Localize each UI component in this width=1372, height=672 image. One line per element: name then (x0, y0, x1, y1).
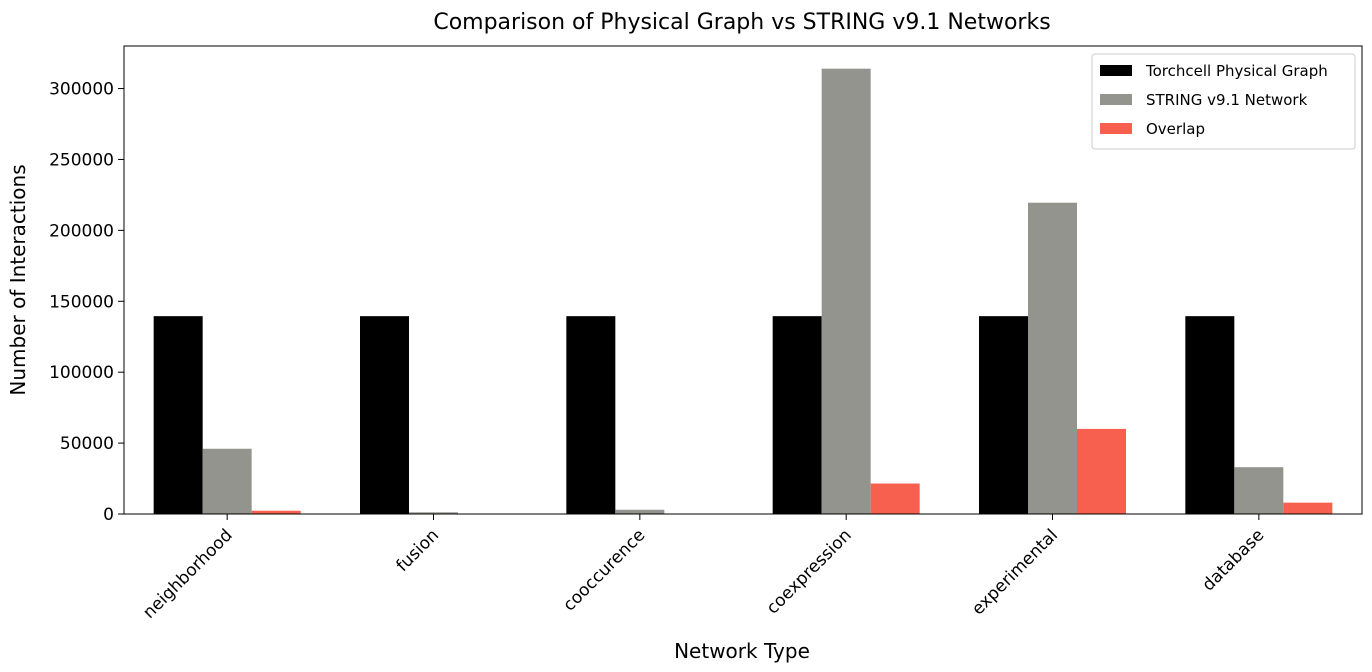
legend-swatch-1 (1100, 65, 1132, 76)
bar-experimental-3 (1077, 428, 1126, 514)
x-tick-label-experimental: experimental (968, 525, 1062, 619)
bar-coexpression-3 (870, 483, 920, 514)
bar-coexpression-2 (821, 68, 871, 514)
y-tick-label: 250000 (49, 150, 114, 170)
y-tick-label: 100000 (49, 363, 114, 383)
bar-database-3 (1283, 502, 1333, 514)
y-tick-label: 300000 (49, 80, 114, 100)
bar-fusion-2 (409, 512, 458, 514)
bar-experimental-2 (1028, 202, 1077, 514)
bar-cooccurence-1 (566, 316, 616, 514)
plot-frame (123, 45, 1363, 515)
legend-swatch-3 (1100, 123, 1132, 134)
bar-neighborhood-3 (251, 510, 301, 514)
bar-database-1 (1185, 316, 1235, 514)
legend-box (1091, 53, 1356, 150)
bar-neighborhood-1 (153, 316, 203, 514)
bar-neighborhood-2 (202, 448, 252, 514)
bar-cooccurence-2 (615, 509, 665, 514)
legend-label-3: Overlap (1146, 120, 1205, 138)
x-tick-label-neighborhood: neighborhood (139, 525, 236, 622)
bar-experimental-1 (979, 316, 1028, 514)
x-tick-label-fusion: fusion (392, 525, 443, 576)
bar-database-2 (1234, 467, 1284, 514)
bar-coexpression-1 (772, 316, 822, 514)
y-tick-label: 50000 (60, 434, 114, 454)
y-tick-label: 0 (103, 505, 114, 525)
y-tick-label: 150000 (49, 292, 114, 312)
legend-label-1: Torchcell Physical Graph (1145, 62, 1328, 80)
chart-title: Comparison of Physical Graph vs STRING v… (433, 10, 1050, 35)
x-axis-label: Network Type (674, 639, 810, 663)
x-tick-label-cooccurence: cooccurence (559, 525, 649, 615)
x-tick-label-coexpression: coexpression (763, 525, 856, 618)
legend-label-2: STRING v9.1 Network (1146, 91, 1308, 109)
y-tick-label: 200000 (49, 221, 114, 241)
x-tick-label-database: database (1198, 525, 1268, 595)
legend-swatch-2 (1100, 94, 1132, 105)
legend: Torchcell Physical Graph STRING v9.1 Netw… (1091, 53, 1356, 150)
y-axis-label: Number of Interactions (6, 164, 30, 395)
bar-fusion-1 (360, 316, 409, 514)
